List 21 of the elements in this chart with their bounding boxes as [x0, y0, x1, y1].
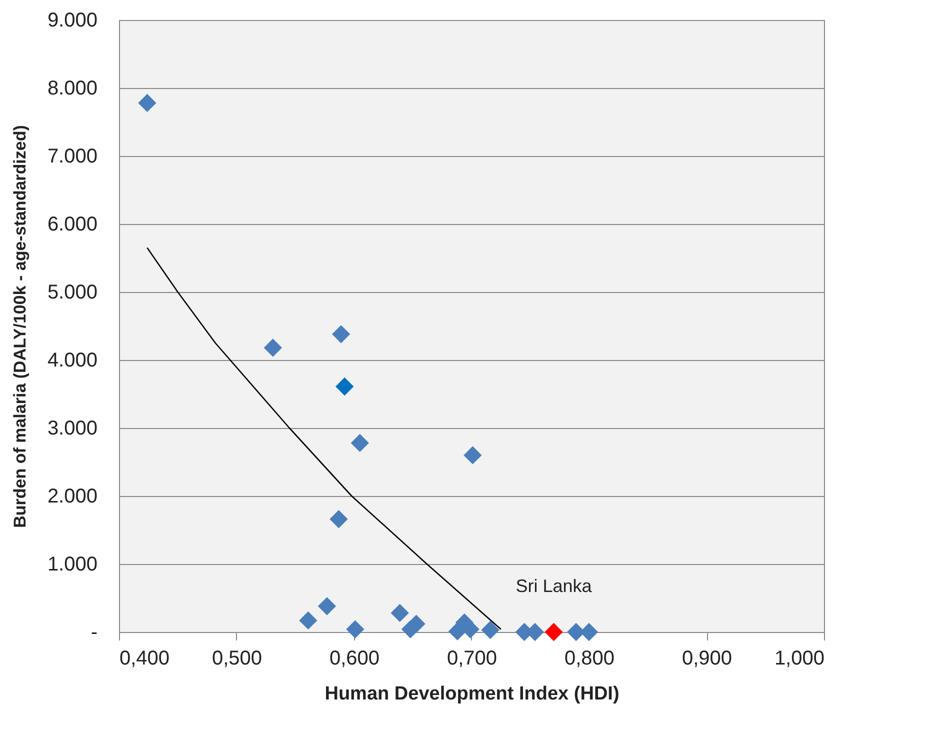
x-tick-label: 0,500: [212, 648, 262, 670]
y-tick-label: 9.000: [47, 10, 98, 32]
x-axis-title: Human Development Index (HDI): [324, 684, 620, 704]
y-tick-label: 2.000: [47, 486, 98, 508]
x-tick-label: 1,000: [774, 648, 824, 670]
x-tick-label: 0,400: [120, 648, 170, 670]
y-tick-label: 1.000: [47, 554, 98, 576]
y-tick-label: 7.000: [47, 146, 98, 168]
y-tick-label: 4.000: [47, 350, 98, 372]
annotation: Sri Lanka: [516, 576, 593, 596]
x-tick-label: 0,800: [564, 648, 615, 670]
y-tick-label: 8.000: [47, 78, 98, 100]
y-tick-label: 6.000: [47, 214, 98, 236]
y-tick-label: -: [90, 622, 98, 644]
x-tick-label: 0,600: [329, 648, 380, 670]
x-tick-label: 0,900: [682, 648, 732, 670]
y-tick-label: 3.000: [47, 418, 98, 440]
line-series: [146, 247, 502, 630]
y-axis-title: Burden of malaria (DALY/100k - age-standardized): [10, 125, 30, 528]
y-tick-label: 5.000: [47, 282, 98, 304]
x-tick-label: 0,700: [446, 648, 498, 670]
